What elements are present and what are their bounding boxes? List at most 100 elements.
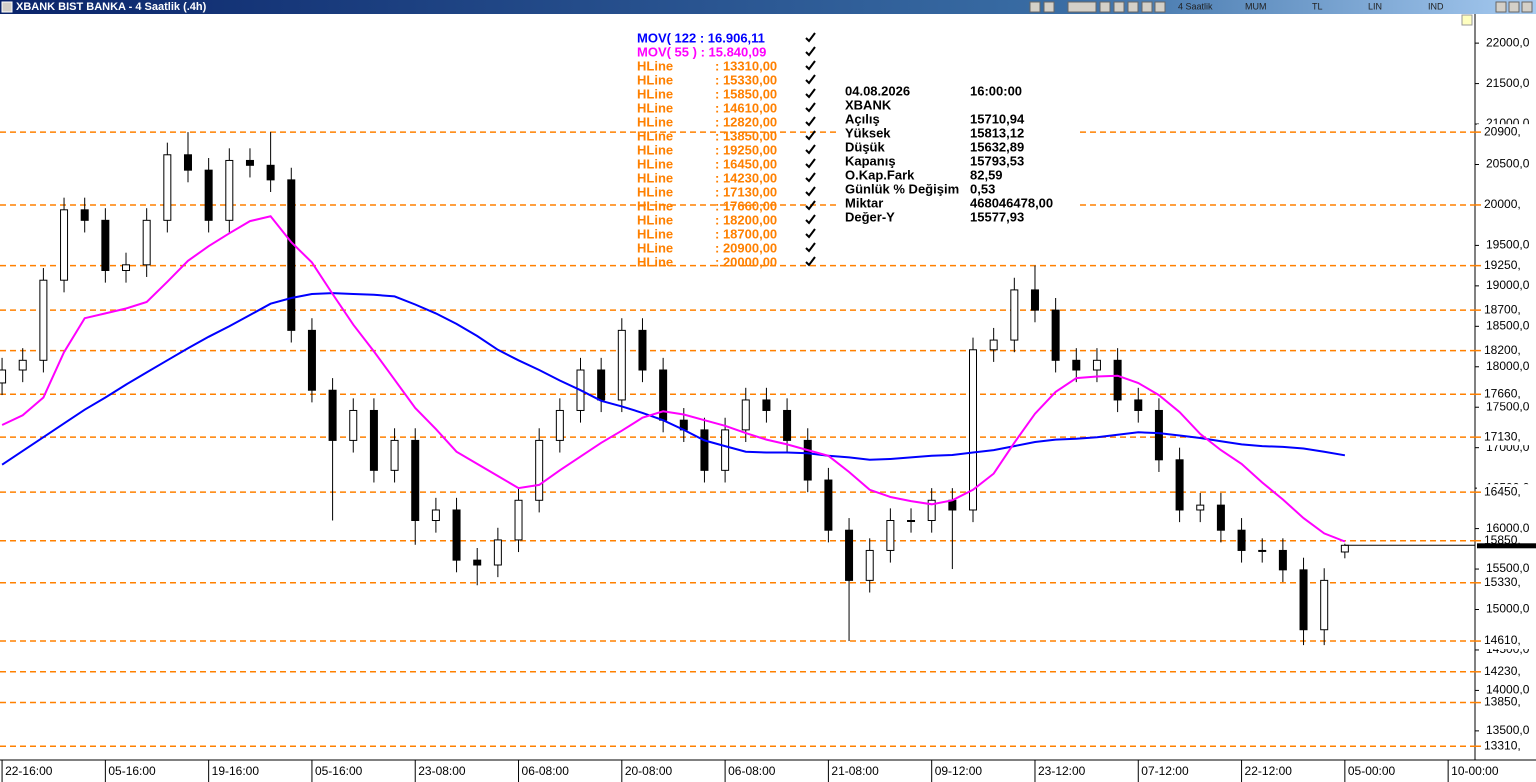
tool-icon[interactable] — [1127, 1, 1139, 13]
candle-body — [824, 479, 833, 531]
legend-entry: HLine — [637, 240, 673, 255]
tool-icon[interactable] — [1067, 1, 1097, 13]
candle-body — [597, 369, 606, 401]
hline-axis-label: 14230, — [1484, 664, 1521, 678]
candle-body — [1010, 289, 1019, 341]
hline-label-box — [1477, 302, 1535, 319]
candle-body — [287, 179, 296, 331]
y-tick-label: 15000,0 — [1486, 602, 1530, 616]
legend-value: : 18200,00 — [715, 212, 777, 227]
y-tick-label: 20500,0 — [1486, 157, 1530, 171]
maximize-button[interactable] — [1508, 1, 1520, 13]
candle-body — [411, 439, 420, 522]
toolbar-item: MUM — [1245, 1, 1267, 11]
info-value: 468046478,00 — [970, 195, 1053, 210]
x-tick-label: 06-08:00 — [522, 764, 570, 778]
hline-axis-label: 17660, — [1484, 386, 1521, 400]
hline-axis-label: 18200, — [1484, 343, 1521, 357]
candle-body — [431, 509, 440, 522]
check-icon — [805, 88, 816, 99]
legend-value: : 18700,00 — [715, 226, 777, 241]
candle-body — [700, 429, 709, 471]
candle-body — [1216, 504, 1225, 531]
candle-body — [1299, 569, 1308, 631]
info-value: 15793,53 — [970, 153, 1024, 168]
x-tick-label: 23-08:00 — [418, 764, 466, 778]
check-icon — [805, 214, 816, 225]
legend-value: : 15330,00 — [715, 72, 777, 87]
check-icon — [805, 242, 816, 253]
candle-body — [39, 279, 48, 361]
legend-entry: HLine — [637, 156, 673, 171]
hline-axis-label: 13310, — [1484, 738, 1521, 752]
tool-icon[interactable] — [1154, 1, 1166, 13]
y-tick-label: 16000,0 — [1486, 521, 1530, 535]
legend-value: : 12820,00 — [715, 114, 777, 129]
plot-area — [0, 14, 1475, 760]
candle-body — [617, 329, 626, 401]
hline-label-box — [1477, 663, 1535, 680]
x-tick-label: 10-00:00 — [1451, 764, 1499, 778]
hline-axis-label: 14610, — [1484, 633, 1521, 647]
candle-body — [969, 349, 978, 511]
candle-body — [225, 159, 234, 221]
candle-body — [1196, 504, 1205, 511]
minimize-button[interactable] — [1495, 1, 1507, 13]
info-time: 16:00:00 — [970, 83, 1022, 98]
info-label: O.Kap.Fark — [845, 167, 915, 182]
candle-body — [122, 264, 131, 271]
candle-body — [101, 219, 110, 271]
x-tick-label: 05-00:00 — [1348, 764, 1396, 778]
hline-label-box — [1477, 633, 1535, 650]
candle-body — [493, 539, 502, 566]
check-icon — [805, 256, 816, 267]
toolbar-icons — [1029, 1, 1533, 13]
info-label: Günlük % Değişim — [845, 181, 959, 196]
x-tick-label: 05-16:00 — [108, 764, 156, 778]
hline-label-box — [1477, 196, 1535, 213]
tool-icon[interactable] — [1029, 1, 1041, 13]
legend-value: : 14230,00 — [715, 170, 777, 185]
candle-body — [142, 219, 151, 266]
window-icon[interactable] — [1, 1, 13, 13]
candle-body — [452, 509, 461, 561]
candle-body — [18, 359, 27, 371]
check-icon — [805, 228, 816, 239]
hline-axis-label: 17130, — [1484, 429, 1521, 443]
legend-value: : 13850,00 — [715, 128, 777, 143]
x-tick-label: 06-08:00 — [728, 764, 776, 778]
check-icon — [805, 102, 816, 113]
corner-button[interactable] — [1461, 14, 1473, 26]
tool-icon[interactable] — [1043, 1, 1055, 13]
tool-icon[interactable] — [1099, 1, 1111, 13]
hline-axis-label: 20000, — [1484, 197, 1521, 211]
check-icon — [805, 32, 816, 43]
y-tick-label: 19500,0 — [1486, 238, 1530, 252]
legend-value: : 16450,00 — [715, 156, 777, 171]
x-tick-label: 05-16:00 — [315, 764, 363, 778]
legend-value: : 13310,00 — [715, 58, 777, 73]
hline-axis-label: 15330, — [1484, 575, 1521, 589]
tool-icon[interactable] — [1113, 1, 1125, 13]
candle-body — [555, 409, 564, 441]
candle-body — [1030, 289, 1039, 311]
legend-entry: HLine — [637, 184, 673, 199]
toolbar-item: TL — [1312, 1, 1323, 11]
candle-body — [1258, 549, 1267, 552]
legend-entry: HLine — [637, 114, 673, 129]
candle-body — [535, 439, 544, 501]
legend-entry: MOV( 55 ) : 15.840,09 — [637, 44, 766, 59]
info-label: Kapanış — [845, 153, 896, 168]
candle-body — [369, 409, 378, 471]
info-value: 82,59 — [970, 167, 1003, 182]
close-button[interactable] — [1521, 1, 1533, 13]
moving-average-line — [1, 292, 1346, 466]
plot — [0, 131, 1475, 747]
legend-value: : 17660,00 — [715, 198, 777, 213]
candle-body — [803, 439, 812, 481]
hline-label-box — [1477, 429, 1535, 446]
tool-icon[interactable] — [1141, 1, 1153, 13]
candle-body — [183, 154, 192, 171]
y-tick-label: 14000,0 — [1486, 683, 1530, 697]
hline-label-box — [1477, 484, 1535, 501]
